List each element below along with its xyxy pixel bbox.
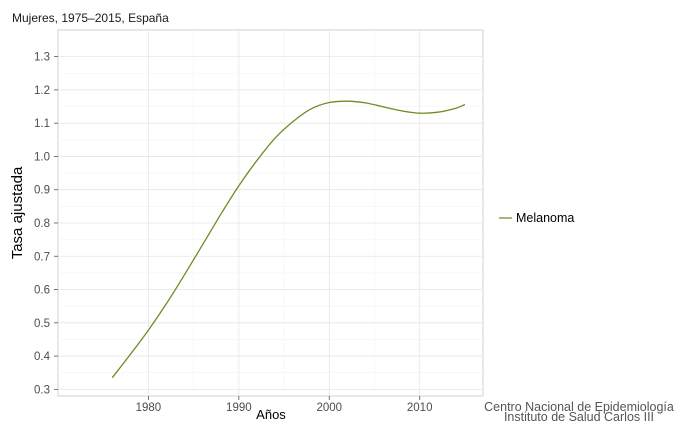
y-axis-label: Tasa ajustada — [9, 166, 26, 259]
y-tick-label: 0.7 — [34, 251, 50, 263]
chart-title: Mujeres, 1975–2015, España — [12, 11, 169, 25]
series-line-melanoma — [111, 100, 466, 379]
source-line-2: Instituto de Salud Carlos III — [504, 410, 654, 422]
x-tick-label: 2000 — [316, 402, 342, 414]
y-tick-label: 1.3 — [34, 52, 50, 64]
y-tick-label: 1.2 — [34, 85, 50, 97]
y-tick-label: 1.0 — [34, 151, 50, 163]
x-tick-label: 2010 — [407, 402, 433, 414]
y-tick-label: 0.9 — [34, 185, 50, 197]
y-tick-label: 1.1 — [34, 118, 50, 130]
y-tick-label: 0.4 — [34, 351, 51, 363]
y-tick-label: 0.5 — [34, 318, 50, 330]
x-tick-label: 1980 — [136, 402, 162, 414]
series-lines — [111, 100, 466, 379]
y-tick-label: 0.8 — [34, 218, 50, 230]
legend: Melanoma — [499, 211, 574, 225]
x-axis-ticks: 1980 1990 2000 2010 — [136, 396, 433, 414]
source-line-1: Centro Nacional de Epidemiología — [484, 400, 674, 414]
x-tick-label: 1990 — [226, 402, 252, 414]
x-axis-label: Años — [256, 407, 286, 422]
y-tick-label: 0.6 — [34, 285, 50, 297]
y-tick-label: 0.3 — [34, 384, 50, 396]
plot-panel — [57, 29, 484, 397]
y-axis-ticks: 0.3 0.4 0.5 0.6 0.7 0.8 0.9 1.0 1.1 1.2 1.3 — [34, 52, 58, 396]
grid — [58, 30, 483, 396]
legend-label-melanoma: Melanoma — [516, 211, 574, 225]
